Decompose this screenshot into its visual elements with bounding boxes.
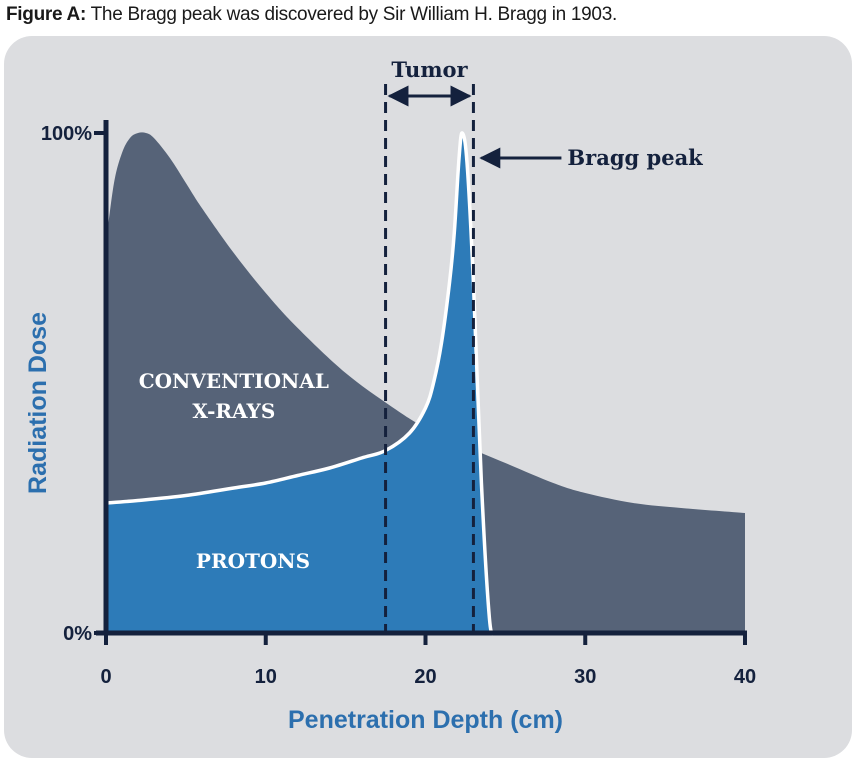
proton-curve (105, 131, 496, 636)
x-tick-label: 40 (734, 666, 756, 688)
tumor-label: Tumor (391, 57, 468, 82)
y-axis-ticks: 0% 100% (41, 123, 106, 645)
x-tick-label: 0 (100, 666, 111, 688)
figure-caption: Figure A: The Bragg peak was discovered … (6, 4, 617, 26)
bragg-peak-label: Bragg peak (567, 145, 703, 170)
x-tick-label: 10 (255, 666, 277, 688)
proton-area (106, 132, 495, 634)
caption-text: The Bragg peak was discovered by Sir Wil… (85, 4, 618, 25)
y-tick-label: 100% (41, 123, 92, 145)
y-axis-title: Radiation Dose (24, 312, 52, 494)
x-tick-label: 30 (574, 666, 596, 688)
x-axis-ticks: 0 10 20 30 40 (100, 633, 756, 688)
xray-region-label-line2: X-RAYS (192, 399, 275, 423)
x-tick-label: 20 (414, 666, 436, 688)
caption-prefix: Figure A: (6, 4, 86, 25)
x-axis-title: Penetration Depth (cm) (288, 706, 563, 734)
y-tick-label: 0% (63, 623, 92, 645)
proton-region-label: PROTONS (196, 549, 310, 573)
xray-region-label: CONVENTIONAL (139, 369, 329, 393)
